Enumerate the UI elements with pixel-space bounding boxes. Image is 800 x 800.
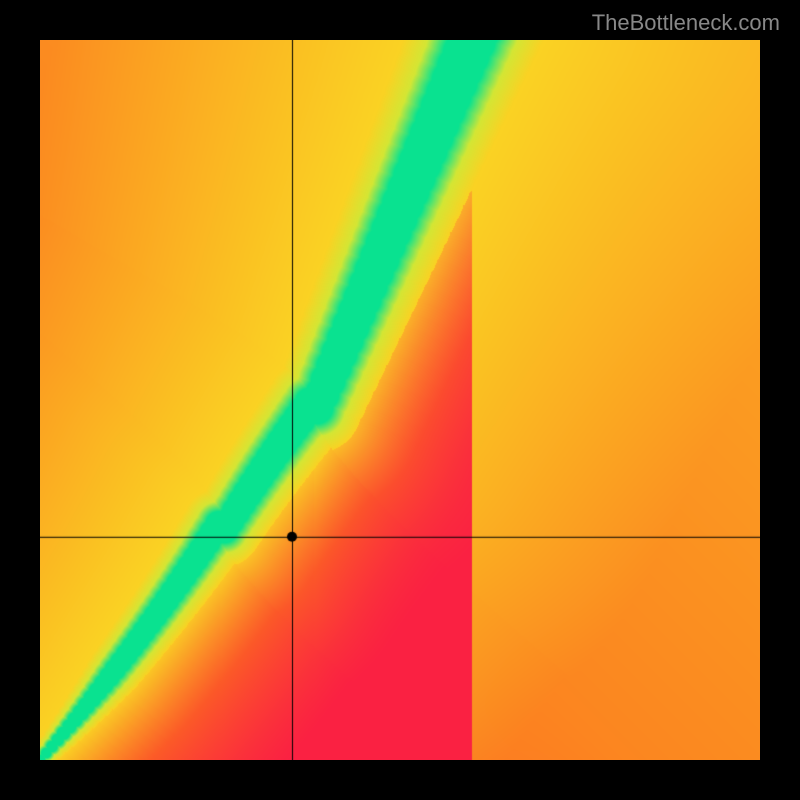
watermark-text: TheBottleneck.com: [592, 10, 780, 36]
plot-area: [40, 40, 760, 760]
heatmap-canvas: [40, 40, 760, 760]
chart-container: TheBottleneck.com: [0, 0, 800, 800]
